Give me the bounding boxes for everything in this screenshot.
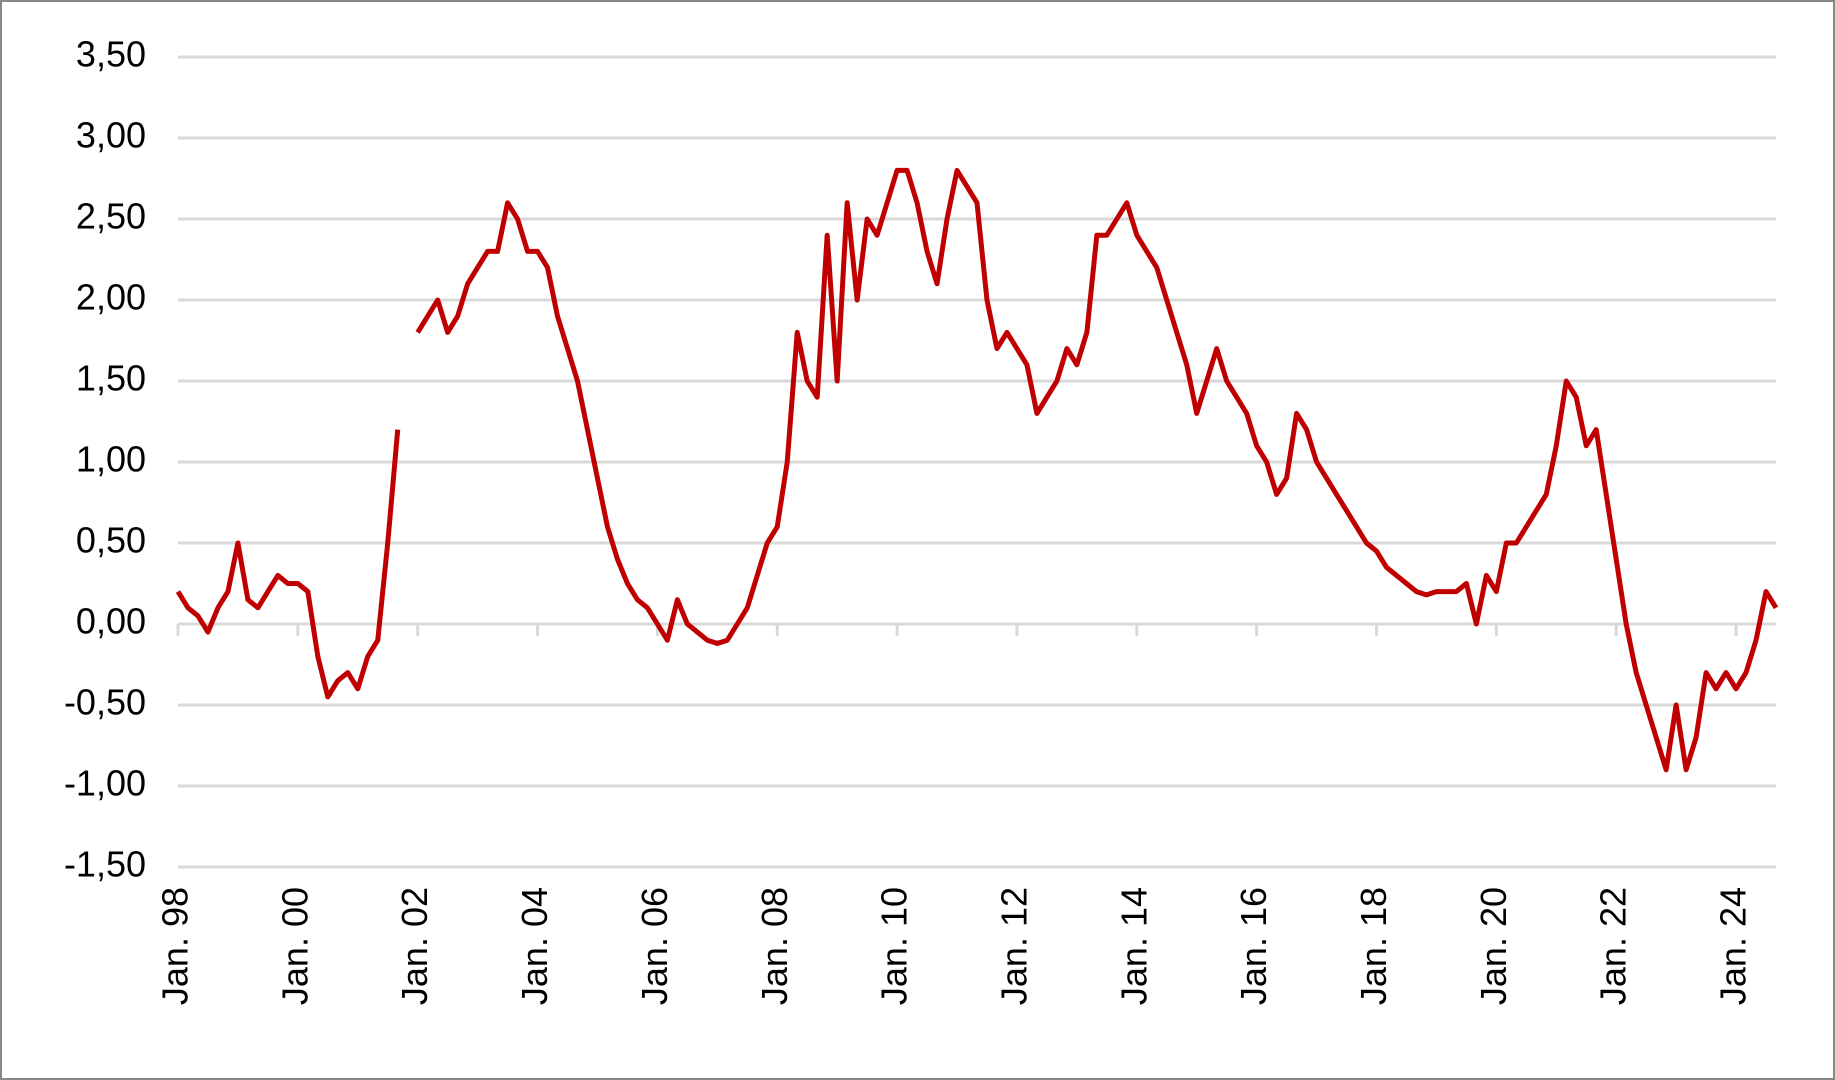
x-tick-label: Jan. 22 xyxy=(1593,887,1634,1005)
y-tick-label: 1,50 xyxy=(76,358,146,399)
y-tick-label: 0,00 xyxy=(76,601,146,642)
x-tick-label: Jan. 04 xyxy=(514,887,555,1005)
x-tick-label: Jan. 08 xyxy=(754,887,795,1005)
y-tick-label: 3,00 xyxy=(76,115,146,156)
x-tick-label: Jan. 18 xyxy=(1353,887,1394,1005)
y-tick-label: -0,50 xyxy=(64,682,146,723)
data-line xyxy=(175,167,1779,773)
x-tick-label: Jan. 06 xyxy=(634,887,675,1005)
x-tick-label: Jan. 12 xyxy=(993,887,1034,1005)
x-tick-label: Jan. 24 xyxy=(1713,887,1754,1005)
y-tick-label: -1,50 xyxy=(64,844,146,885)
x-tick-label: Jan. 14 xyxy=(1113,887,1154,1005)
x-tick-label: Jan. 10 xyxy=(874,887,915,1005)
y-tick-label: -1,00 xyxy=(64,763,146,804)
y-tick-label: 3,50 xyxy=(76,34,146,75)
y-tick-label: 2,00 xyxy=(76,277,146,318)
x-tick-label: Jan. 16 xyxy=(1233,887,1274,1005)
x-tick-label: Jan. 98 xyxy=(155,887,196,1005)
y-tick-label: 0,50 xyxy=(76,520,146,561)
x-tick-label: Jan. 00 xyxy=(274,887,315,1005)
y-tick-label: 1,00 xyxy=(76,439,146,480)
y-tick-label: 2,50 xyxy=(76,196,146,237)
x-tick-label: Jan. 20 xyxy=(1473,887,1514,1005)
x-tick-label: Jan. 02 xyxy=(394,887,435,1005)
